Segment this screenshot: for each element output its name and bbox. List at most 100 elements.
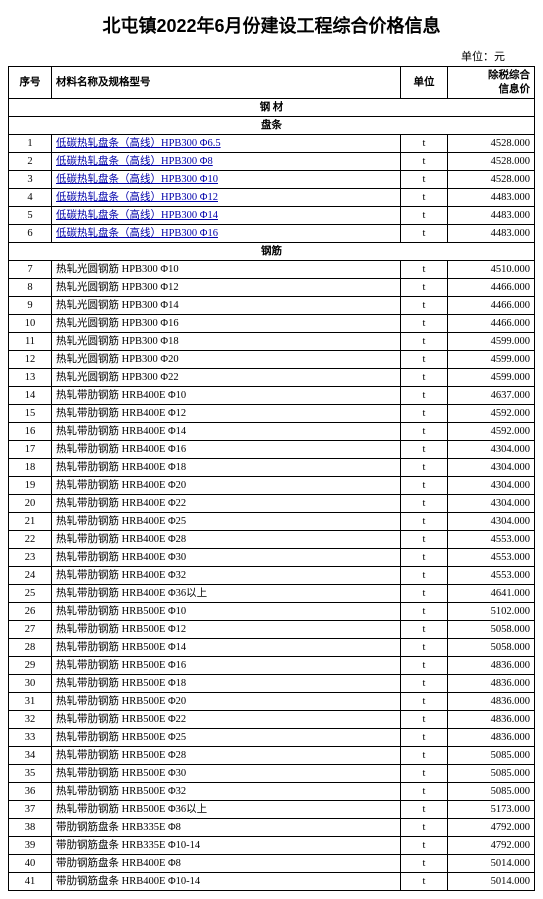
- cell-name: 热轧光圆钢筋 HPB300 Φ22: [52, 369, 401, 387]
- table-row: 20热轧带肋钢筋 HRB400E Φ22t4304.000: [9, 495, 535, 513]
- material-name: 热轧光圆钢筋 HPB300 Φ20: [56, 354, 179, 365]
- table-row: 15热轧带肋钢筋 HRB400E Φ12t4592.000: [9, 405, 535, 423]
- cell-price: 4528.000: [448, 171, 535, 189]
- material-name: 热轧光圆钢筋 HPB300 Φ18: [56, 336, 179, 347]
- material-name: 热轧带肋钢筋 HRB400E Φ10: [56, 390, 186, 401]
- material-name: 热轧带肋钢筋 HRB400E Φ22: [56, 498, 186, 509]
- cell-unit: t: [401, 351, 448, 369]
- col-unit-header: 单位: [401, 67, 448, 99]
- table-row: 41带肋钢筋盘条 HRB400E Φ10-14t5014.000: [9, 873, 535, 891]
- cell-unit: t: [401, 333, 448, 351]
- cell-name: 热轧带肋钢筋 HRB400E Φ22: [52, 495, 401, 513]
- cell-seq: 40: [9, 855, 52, 873]
- table-row: 19热轧带肋钢筋 HRB400E Φ20t4304.000: [9, 477, 535, 495]
- cell-unit: t: [401, 171, 448, 189]
- material-name: 热轧带肋钢筋 HRB500E Φ36以上: [56, 804, 207, 815]
- material-name: 热轧带肋钢筋 HRB500E Φ32: [56, 786, 186, 797]
- cell-unit: t: [401, 225, 448, 243]
- cell-seq: 17: [9, 441, 52, 459]
- cell-unit: t: [401, 711, 448, 729]
- cell-seq: 5: [9, 207, 52, 225]
- cell-seq: 22: [9, 531, 52, 549]
- cell-seq: 38: [9, 819, 52, 837]
- col-price-header: 除税综合 信息价: [448, 67, 535, 99]
- table-row: 40带肋钢筋盘条 HRB400E Φ8t5014.000: [9, 855, 535, 873]
- table-row: 33热轧带肋钢筋 HRB500E Φ25t4836.000: [9, 729, 535, 747]
- cell-name: 热轧光圆钢筋 HPB300 Φ16: [52, 315, 401, 333]
- cell-unit: t: [401, 657, 448, 675]
- material-name: 热轧带肋钢筋 HRB400E Φ14: [56, 426, 186, 437]
- cell-price: 4641.000: [448, 585, 535, 603]
- cell-name: 低碳热轧盘条（高线）HPB300 Φ6.5: [52, 135, 401, 153]
- cell-price: 4466.000: [448, 297, 535, 315]
- cell-seq: 8: [9, 279, 52, 297]
- cell-unit: t: [401, 279, 448, 297]
- cell-name: 带肋钢筋盘条 HRB400E Φ8: [52, 855, 401, 873]
- table-row: 26热轧带肋钢筋 HRB500E Φ10t5102.000: [9, 603, 535, 621]
- cell-seq: 11: [9, 333, 52, 351]
- material-name: 热轧带肋钢筋 HRB400E Φ28: [56, 534, 186, 545]
- cell-name: 低碳热轧盘条（高线）HPB300 Φ14: [52, 207, 401, 225]
- page-title: 北屯镇2022年6月份建设工程综合价格信息: [8, 12, 535, 38]
- table-row: 30热轧带肋钢筋 HRB500E Φ18t4836.000: [9, 675, 535, 693]
- cell-price: 5085.000: [448, 765, 535, 783]
- cell-name: 热轧带肋钢筋 HRB400E Φ16: [52, 441, 401, 459]
- cell-name: 热轧带肋钢筋 HRB400E Φ28: [52, 531, 401, 549]
- table-row: 8热轧光圆钢筋 HPB300 Φ12t4466.000: [9, 279, 535, 297]
- table-row: 2低碳热轧盘条（高线）HPB300 Φ8t4528.000: [9, 153, 535, 171]
- subsection-label: 盘条: [9, 117, 535, 135]
- cell-unit: t: [401, 189, 448, 207]
- cell-name: 热轧带肋钢筋 HRB400E Φ20: [52, 477, 401, 495]
- table-row: 24热轧带肋钢筋 HRB400E Φ32t4553.000: [9, 567, 535, 585]
- material-name: 热轧光圆钢筋 HPB300 Φ12: [56, 282, 179, 293]
- cell-unit: t: [401, 207, 448, 225]
- table-row: 7热轧光圆钢筋 HPB300 Φ10t4510.000: [9, 261, 535, 279]
- material-name: 低碳热轧盘条（高线）HPB300 Φ8: [56, 156, 213, 167]
- cell-name: 热轧带肋钢筋 HRB400E Φ25: [52, 513, 401, 531]
- cell-name: 热轧带肋钢筋 HRB500E Φ32: [52, 783, 401, 801]
- cell-seq: 31: [9, 693, 52, 711]
- price-table: 序号 材料名称及规格型号 单位 除税综合 信息价 钢 材 盘条 1低碳热轧盘条（…: [8, 66, 535, 891]
- cell-seq: 28: [9, 639, 52, 657]
- cell-price: 4553.000: [448, 567, 535, 585]
- cell-seq: 26: [9, 603, 52, 621]
- material-name: 热轧带肋钢筋 HRB400E Φ36以上: [56, 588, 207, 599]
- table-row: 25 热轧带肋钢筋 HRB400E Φ36以上 t4641.000: [9, 585, 535, 603]
- cell-price: 4528.000: [448, 153, 535, 171]
- cell-name: 热轧带肋钢筋 HRB500E Φ22: [52, 711, 401, 729]
- cell-seq: 15: [9, 405, 52, 423]
- cell-seq: 27: [9, 621, 52, 639]
- material-name: 热轧光圆钢筋 HPB300 Φ14: [56, 300, 179, 311]
- material-name: 带肋钢筋盘条 HRB400E Φ8: [56, 858, 181, 869]
- cell-unit: t: [401, 585, 448, 603]
- cell-unit: t: [401, 405, 448, 423]
- table-row: 35热轧带肋钢筋 HRB500E Φ30t5085.000: [9, 765, 535, 783]
- cell-unit: t: [401, 315, 448, 333]
- table-row: 23热轧带肋钢筋 HRB400E Φ30t4553.000: [9, 549, 535, 567]
- cell-price: 4836.000: [448, 657, 535, 675]
- table-row: 28热轧带肋钢筋 HRB500E Φ14t5058.000: [9, 639, 535, 657]
- cell-seq: 41: [9, 873, 52, 891]
- cell-seq: 25: [9, 585, 52, 603]
- material-name: 热轧带肋钢筋 HRB500E Φ20: [56, 696, 186, 707]
- cell-name: 热轧带肋钢筋 HRB500E Φ28: [52, 747, 401, 765]
- cell-price: 4599.000: [448, 333, 535, 351]
- cell-name: 热轧带肋钢筋 HRB500E Φ36以上: [52, 801, 401, 819]
- cell-price: 4836.000: [448, 693, 535, 711]
- cell-unit: t: [401, 495, 448, 513]
- material-name: 热轧带肋钢筋 HRB500E Φ18: [56, 678, 186, 689]
- table-row: 21热轧带肋钢筋 HRB400E Φ25t4304.000: [9, 513, 535, 531]
- material-name: 热轧带肋钢筋 HRB400E Φ16: [56, 444, 186, 455]
- material-name: 带肋钢筋盘条 HRB335E Φ10-14: [56, 840, 200, 851]
- cell-price: 5102.000: [448, 603, 535, 621]
- material-name: 热轧带肋钢筋 HRB500E Φ25: [56, 732, 186, 743]
- cell-name: 热轧带肋钢筋 HRB500E Φ16: [52, 657, 401, 675]
- table-row: 22热轧带肋钢筋 HRB400E Φ28t4553.000: [9, 531, 535, 549]
- cell-price: 5058.000: [448, 621, 535, 639]
- section-row-steel: 钢 材: [9, 99, 535, 117]
- cell-price: 5085.000: [448, 747, 535, 765]
- material-name: 热轧带肋钢筋 HRB500E Φ12: [56, 624, 186, 635]
- material-name: 热轧带肋钢筋 HRB500E Φ16: [56, 660, 186, 671]
- cell-seq: 14: [9, 387, 52, 405]
- table-row: 16热轧带肋钢筋 HRB400E Φ14t4592.000: [9, 423, 535, 441]
